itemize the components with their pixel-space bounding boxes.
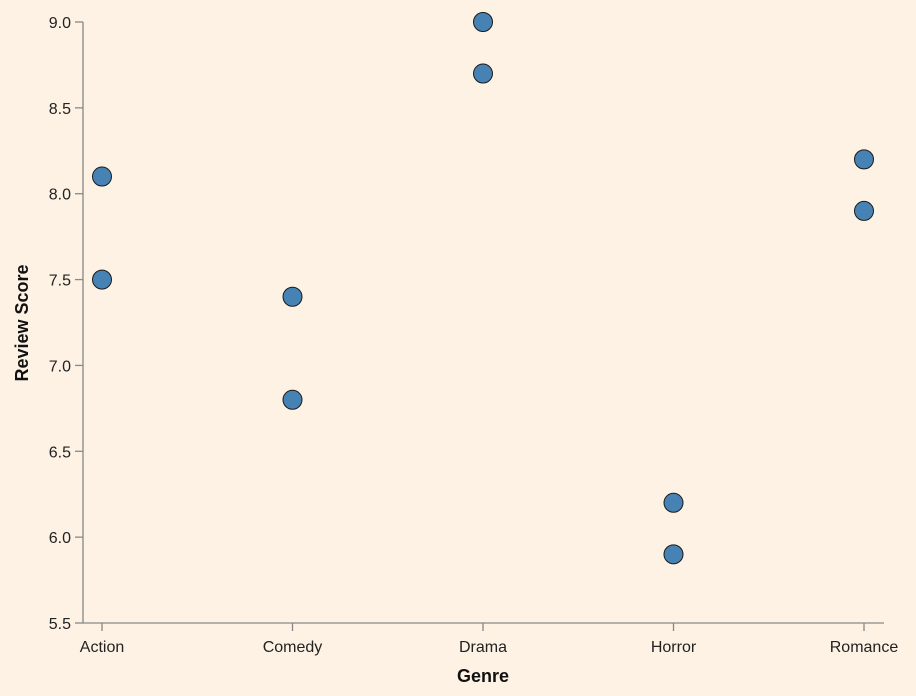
y-tick-label: 9.0 bbox=[49, 15, 71, 32]
y-tick-label: 8.5 bbox=[49, 101, 71, 118]
x-tick-label: Comedy bbox=[263, 639, 323, 656]
x-tick-label: Drama bbox=[459, 639, 507, 656]
x-tick-label: Action bbox=[80, 639, 124, 656]
y-axis-title: Review Score bbox=[12, 264, 32, 381]
x-axis-title: Genre bbox=[457, 666, 509, 686]
data-point-horror bbox=[663, 544, 684, 565]
y-tick-label: 7.5 bbox=[49, 273, 71, 290]
y-axis: 5.5 6.0 6.5 7.0 7.5 8.0 8.5 9.0 bbox=[49, 15, 84, 633]
x-tick-label: Romance bbox=[830, 639, 899, 656]
data-point-action bbox=[92, 269, 112, 290]
x-axis: Action Comedy Drama Horror Romance bbox=[80, 622, 899, 656]
y-tick-label: 6.0 bbox=[49, 530, 71, 547]
data-point-romance bbox=[854, 149, 874, 170]
data-point-action bbox=[92, 166, 112, 187]
x-tick-label: Horror bbox=[651, 639, 697, 656]
data-point-horror bbox=[663, 492, 684, 513]
y-tick-label: 6.5 bbox=[49, 444, 71, 461]
data-point-comedy bbox=[282, 389, 303, 410]
y-tick-label: 5.5 bbox=[49, 616, 71, 633]
data-point-comedy bbox=[282, 286, 303, 307]
data-points bbox=[92, 12, 874, 565]
data-point-romance bbox=[854, 200, 874, 221]
y-tick-label: 7.0 bbox=[49, 358, 71, 375]
data-point-drama bbox=[473, 63, 493, 84]
y-tick-label: 8.0 bbox=[49, 187, 71, 204]
data-point-drama bbox=[473, 12, 493, 32]
